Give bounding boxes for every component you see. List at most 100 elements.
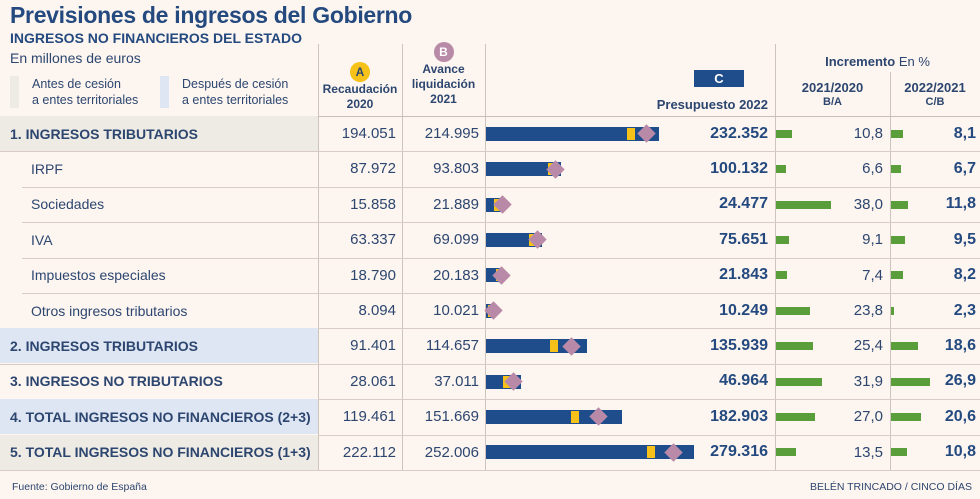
- value-c: 46.964: [719, 372, 768, 390]
- row-label: 5. TOTAL INGRESOS NO FINANCIEROS (1+3): [0, 434, 318, 470]
- divider-col-c: [485, 44, 486, 470]
- column-header-b: B Avance liquidación 2021: [402, 42, 485, 107]
- bar-pct1: [776, 271, 787, 280]
- bar-pct2: [891, 377, 930, 386]
- row-label: 4. TOTAL INGRESOS NO FINANCIEROS (2+3): [0, 399, 318, 435]
- divider-col-pct1: [775, 44, 776, 470]
- value-pct1: 9,1: [862, 231, 883, 249]
- legend-label-after-line2: a entes territoriales: [182, 93, 289, 107]
- value-pct2: 2,3: [953, 301, 976, 319]
- value-a: 28.061: [350, 372, 396, 390]
- column-header-c: Presupuesto 2022: [656, 97, 768, 112]
- bar-pct2: [891, 271, 903, 280]
- row-label: 3. INGRESOS NO TRIBUTARIOS: [10, 373, 223, 390]
- column-header-pct2-line2: C/B: [925, 96, 945, 108]
- value-a: 222.112: [342, 443, 396, 461]
- bar-pct1: [776, 448, 796, 457]
- bar-pct2: [891, 200, 909, 209]
- bar-pct1: [776, 377, 823, 386]
- increment-title: Incremento: [825, 54, 896, 69]
- value-c: 182.903: [710, 407, 768, 425]
- row-label: Otros ingresos tributarios: [31, 302, 188, 319]
- badge-b: B: [433, 42, 454, 62]
- legend-item-before: Antes de cesión a entes territoriales: [10, 76, 138, 108]
- value-b: 20.183: [433, 266, 479, 284]
- value-b: 93.803: [433, 160, 479, 178]
- row-divider: [22, 222, 980, 224]
- column-header-b-line3: 2021: [430, 92, 457, 106]
- value-pct2: 6,7: [953, 159, 976, 177]
- bar-pct1: [776, 306, 811, 315]
- badge-a: A: [350, 62, 370, 82]
- bar-pct2: [891, 342, 918, 351]
- value-pct1: 25,4: [853, 337, 883, 355]
- bar-c: [486, 409, 623, 424]
- column-header-b-line1: Avance: [422, 62, 465, 76]
- value-pct2: 8,1: [953, 124, 976, 142]
- legend-label-before-line2: a entes territoriales: [32, 93, 139, 107]
- value-b: 252.006: [424, 443, 479, 461]
- column-header-a-line2: 2020: [346, 97, 374, 111]
- value-pct1: 31,9: [853, 372, 883, 390]
- value-a: 194.051: [341, 125, 396, 142]
- value-c: 10.249: [719, 301, 768, 319]
- row-label: 1. INGRESOS TRIBUTARIOS: [0, 116, 318, 151]
- bar-pct2: [891, 235, 905, 244]
- credit-note: BELÉN TRINCADO / CINCO DÍAS: [809, 481, 972, 493]
- row-label: Impuestos especiales: [31, 267, 166, 284]
- bar-pct2: [891, 129, 903, 138]
- value-pct1: 23,8: [853, 302, 883, 319]
- value-pct1: 6,6: [862, 160, 883, 178]
- bar-pct1: [776, 342, 813, 351]
- bar-pct2: [891, 448, 907, 457]
- value-b: 69.099: [433, 231, 479, 249]
- row-label: 2. INGRESOS TRIBUTARIOS: [0, 328, 318, 364]
- row-divider: [0, 328, 980, 330]
- value-c: 135.939: [710, 336, 768, 354]
- column-header-pct1-line1: 2021/2020: [801, 80, 864, 95]
- value-pct1: 13,5: [853, 443, 883, 461]
- bar-pct1: [776, 235, 790, 244]
- legend-item-after: Después de cesión a entes territoriales: [160, 76, 288, 108]
- bar-pct1: [776, 165, 786, 174]
- value-c: 24.477: [719, 195, 768, 213]
- bar-pct2: [891, 412, 921, 421]
- value-pct2: 9,5: [953, 230, 976, 248]
- column-header-a: A Recaudación 2020: [318, 62, 402, 112]
- bar-c: [486, 445, 694, 460]
- value-pct2: 8,2: [953, 266, 976, 284]
- row-divider: [0, 399, 980, 401]
- value-c: 232.352: [710, 124, 768, 142]
- value-pct2: 11,8: [945, 195, 976, 213]
- row-label: IVA: [31, 231, 53, 248]
- value-c: 21.843: [719, 266, 768, 284]
- column-header-pct2: 2022/2021 C/B: [890, 80, 980, 110]
- legend-label-after-line1: Después de cesión: [182, 77, 289, 91]
- row-divider: [22, 257, 980, 259]
- value-a: 119.461: [342, 408, 396, 426]
- value-b: 37.011: [434, 372, 479, 390]
- row-divider: [0, 363, 980, 365]
- value-c: 75.651: [719, 230, 768, 248]
- value-pct1: 38,0: [853, 195, 883, 213]
- value-a: 15.858: [350, 195, 396, 213]
- marker-a: [550, 340, 559, 353]
- bar-c: [486, 162, 561, 177]
- increment-header: Incremento En %: [775, 54, 980, 69]
- units-label: En millones de euros: [10, 50, 141, 66]
- value-a: 63.337: [350, 231, 396, 249]
- marker-a: [626, 127, 635, 140]
- value-b: 214.995: [424, 125, 479, 142]
- value-b: 114.657: [425, 337, 479, 355]
- row-divider: [22, 293, 980, 294]
- bar-c: [486, 126, 660, 141]
- value-pct2: 26,9: [944, 372, 976, 390]
- value-c: 279.316: [710, 443, 768, 461]
- divider-col-pct2: [890, 72, 891, 470]
- marker-a: [647, 446, 656, 459]
- header-divider: [0, 116, 980, 117]
- row-label: IRPF: [31, 160, 63, 177]
- bar-pct1: [776, 129, 792, 138]
- value-pct2: 20,6: [944, 407, 976, 425]
- value-a: 8.094: [358, 302, 396, 319]
